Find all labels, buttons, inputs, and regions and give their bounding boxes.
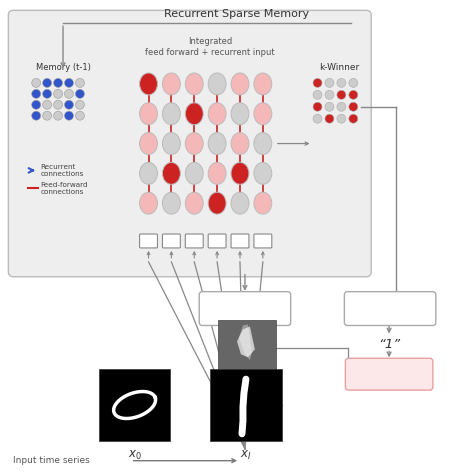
Circle shape [32,111,41,120]
FancyBboxPatch shape [185,234,203,248]
Circle shape [313,114,322,123]
Circle shape [313,78,322,87]
Ellipse shape [254,163,272,184]
Circle shape [64,78,73,87]
Polygon shape [239,325,252,360]
Circle shape [43,78,52,87]
Text: Classifier: Classifier [360,303,418,314]
Ellipse shape [163,103,180,125]
FancyBboxPatch shape [231,234,249,248]
Text: $x_0$: $x_0$ [128,449,142,462]
Text: Decoder: Decoder [221,303,268,314]
Ellipse shape [185,163,203,184]
Ellipse shape [185,73,203,95]
Circle shape [337,102,346,111]
Circle shape [43,90,52,98]
FancyBboxPatch shape [163,234,180,248]
FancyBboxPatch shape [254,234,272,248]
Ellipse shape [139,73,157,95]
Circle shape [349,91,358,100]
Bar [210,369,282,441]
Circle shape [32,90,41,98]
Polygon shape [237,327,255,357]
Circle shape [64,100,73,109]
Circle shape [75,111,84,120]
Circle shape [313,91,322,100]
Text: MSELoss: MSELoss [366,369,411,379]
Ellipse shape [139,163,157,184]
FancyBboxPatch shape [346,358,433,390]
FancyBboxPatch shape [9,10,371,277]
Ellipse shape [254,73,272,95]
Text: Memory (t-1): Memory (t-1) [36,63,91,72]
Text: Feed-forward
connections: Feed-forward connections [40,182,88,195]
Bar [218,319,276,377]
Circle shape [64,90,73,98]
FancyBboxPatch shape [345,292,436,326]
Ellipse shape [254,192,272,214]
Circle shape [54,90,63,98]
Text: $x_I$: $x_I$ [240,449,252,462]
Text: k-Winner: k-Winner [319,63,359,72]
Text: “1”: “1” [378,338,400,351]
Circle shape [54,111,63,120]
Ellipse shape [139,103,157,125]
Circle shape [337,78,346,87]
FancyBboxPatch shape [199,292,291,326]
Ellipse shape [231,73,249,95]
Circle shape [54,78,63,87]
Circle shape [349,114,358,123]
Ellipse shape [254,133,272,155]
Circle shape [64,111,73,120]
Ellipse shape [231,133,249,155]
Text: Recurrent
connections: Recurrent connections [40,164,83,177]
Ellipse shape [185,133,203,155]
Text: Integrated
feed forward + recurrent input: Integrated feed forward + recurrent inpu… [146,37,275,57]
Circle shape [54,100,63,109]
Circle shape [43,100,52,109]
Ellipse shape [163,163,180,184]
Circle shape [75,78,84,87]
Ellipse shape [254,103,272,125]
Circle shape [75,90,84,98]
Circle shape [349,78,358,87]
Circle shape [325,91,334,100]
Circle shape [32,100,41,109]
Ellipse shape [163,133,180,155]
FancyBboxPatch shape [208,234,226,248]
Ellipse shape [208,73,226,95]
Text: Input time series: Input time series [13,456,90,465]
Text: Recurrent Sparse Memory: Recurrent Sparse Memory [164,9,310,19]
Circle shape [325,102,334,111]
Circle shape [43,111,52,120]
Ellipse shape [163,73,180,95]
Ellipse shape [231,163,249,184]
Circle shape [32,78,41,87]
Bar [99,369,170,441]
Ellipse shape [185,192,203,214]
Ellipse shape [163,192,180,214]
Ellipse shape [185,103,203,125]
Circle shape [75,100,84,109]
Ellipse shape [231,192,249,214]
Ellipse shape [139,192,157,214]
Circle shape [325,114,334,123]
Circle shape [337,114,346,123]
Ellipse shape [139,133,157,155]
Circle shape [349,102,358,111]
Circle shape [337,91,346,100]
Circle shape [325,78,334,87]
Text: $\hat{x}_I$: $\hat{x}_I$ [241,383,253,399]
Ellipse shape [208,192,226,214]
Ellipse shape [231,103,249,125]
Circle shape [313,102,322,111]
Ellipse shape [208,163,226,184]
Ellipse shape [208,133,226,155]
Ellipse shape [208,103,226,125]
FancyBboxPatch shape [139,234,157,248]
